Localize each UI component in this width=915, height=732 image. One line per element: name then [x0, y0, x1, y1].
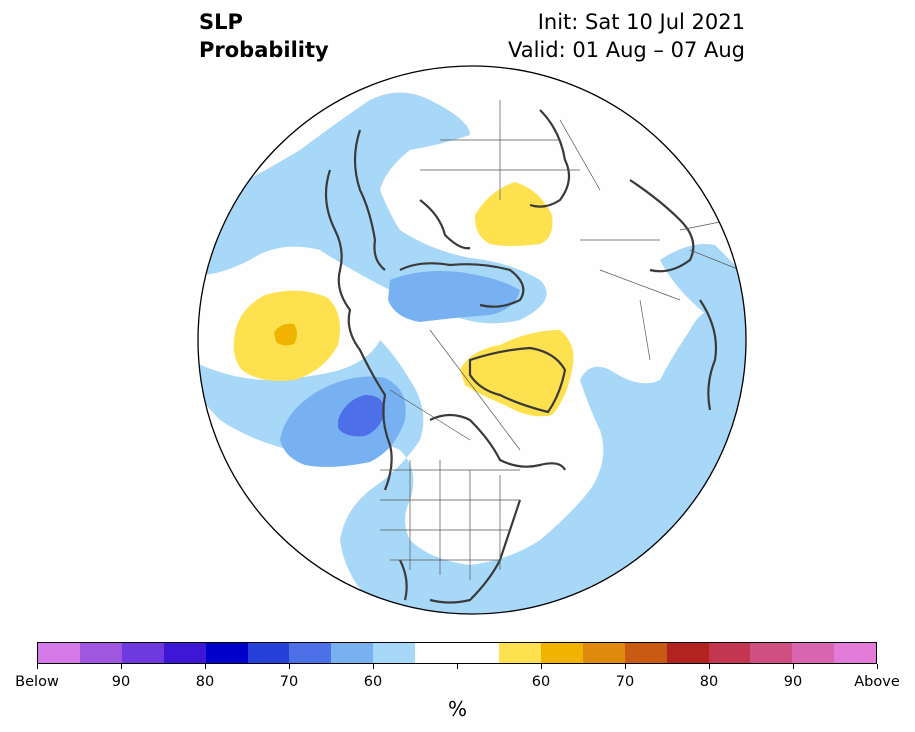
colorbar-tick-label: 90	[111, 674, 131, 690]
above-normal-region	[474, 182, 553, 246]
colorbar-swatch	[79, 643, 122, 663]
globe-outline	[197, 65, 747, 615]
colorbar-tick-label: 80	[699, 674, 719, 690]
colorbar-tick	[456, 664, 458, 669]
colorbar-tick	[792, 664, 794, 669]
colorbar-swatch	[163, 643, 206, 663]
map-svg	[197, 65, 747, 615]
colorbar-swatch	[205, 643, 248, 663]
colorbar-tick-label: 70	[279, 674, 299, 690]
colorbar-ticks	[36, 664, 878, 670]
colorbar-swatch	[498, 643, 541, 663]
colorbar-tick-label: 60	[363, 674, 383, 690]
colorbar-tick	[36, 664, 38, 669]
colorbar-unit: %	[447, 697, 467, 721]
colorbar-swatch	[121, 643, 164, 663]
forecast-info: Init: Sat 10 Jul 2021 Valid: 01 Aug – 07…	[508, 8, 745, 64]
colorbar-tick-label: Below	[15, 674, 59, 690]
below-normal-region	[198, 290, 746, 614]
colorbar-swatch	[38, 643, 80, 663]
colorbar-tick	[204, 664, 206, 669]
below-70-region	[338, 395, 385, 437]
title-line-1: SLP	[199, 10, 243, 34]
colorbar-swatch	[289, 643, 332, 663]
colorbar-tick	[624, 664, 626, 669]
colorbar-tick	[540, 664, 542, 669]
colorbar-tick-label: 80	[195, 674, 215, 690]
colorbar-swatch	[666, 643, 709, 663]
colorbar-tick-label: 60	[531, 674, 551, 690]
colorbar-tick	[288, 664, 290, 669]
colorbar-swatch	[247, 643, 290, 663]
colorbar-swatch	[624, 643, 667, 663]
colorbar-tick	[372, 664, 374, 669]
polar-map	[197, 65, 747, 615]
init-date: Init: Sat 10 Jul 2021	[537, 10, 745, 34]
colorbar-swatch	[373, 643, 416, 663]
colorbar-tick	[876, 664, 878, 669]
title-line-2: Probability	[199, 38, 329, 62]
below-normal-region	[660, 244, 746, 330]
above-60-region	[274, 323, 297, 346]
colorbar-tick-label: Above	[854, 674, 900, 690]
colorbar-tick-label: 90	[783, 674, 803, 690]
colorbar-swatch	[582, 643, 625, 663]
colorbar-swatch	[540, 643, 583, 663]
colorbar-tick	[708, 664, 710, 669]
colorbar-swatch	[415, 643, 458, 663]
colorbar-swatch	[792, 643, 835, 663]
colorbar-swatch	[331, 643, 374, 663]
colorbar-swatch	[834, 643, 877, 663]
below-60-region	[388, 271, 520, 322]
colorbar-tick	[120, 664, 122, 669]
probability-field	[198, 66, 746, 614]
colorbar	[37, 642, 877, 664]
colorbar-swatch	[708, 643, 751, 663]
colorbar-swatch	[750, 643, 793, 663]
colorbar-tick-label: 70	[615, 674, 635, 690]
map-title: SLP Probability	[199, 8, 329, 64]
valid-range: Valid: 01 Aug – 07 Aug	[507, 38, 745, 62]
colorbar-swatch	[457, 643, 499, 663]
